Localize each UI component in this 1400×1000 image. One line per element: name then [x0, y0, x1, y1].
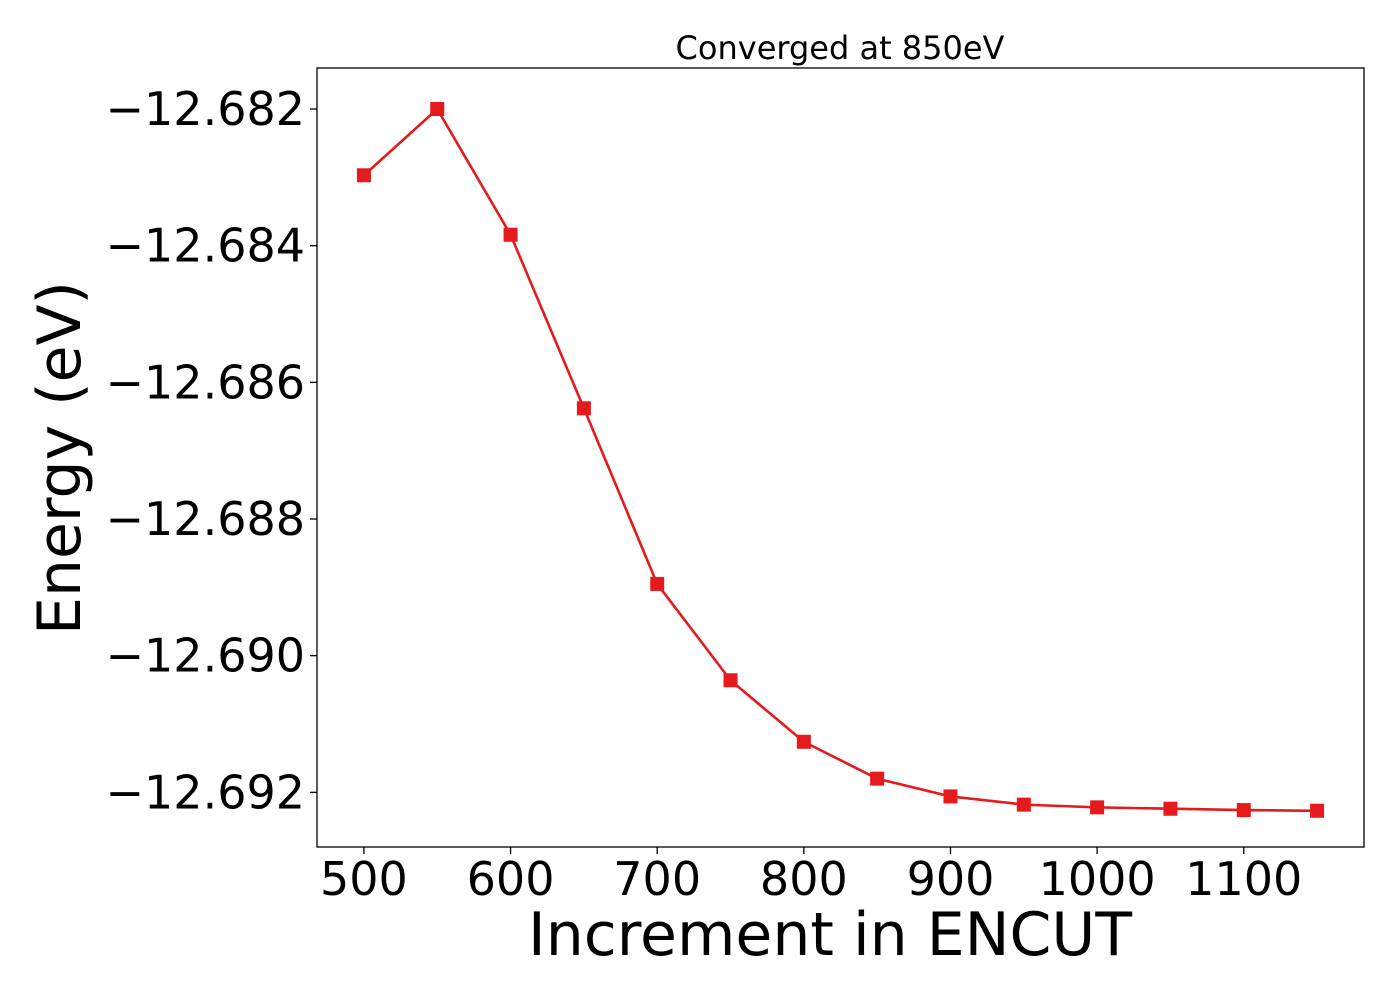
data-point-marker — [943, 789, 958, 804]
x-axis-ticks: 500 600 700 800 900 1000 1100 — [320, 847, 1302, 906]
series-layer — [356, 102, 1325, 818]
x-tick-label: 500 — [320, 852, 408, 906]
data-point-marker — [1090, 800, 1105, 815]
x-tick-label: 800 — [760, 852, 848, 906]
x-tick-label: 700 — [613, 852, 701, 906]
data-point-marker — [1163, 801, 1178, 816]
y-tick-label: −12.690 — [106, 629, 306, 683]
data-point-marker — [870, 771, 885, 786]
x-tick-label: 600 — [467, 852, 555, 906]
series-line — [363, 107, 1318, 813]
data-point-marker — [1016, 797, 1031, 812]
data-point-marker — [650, 576, 665, 591]
chart-title: Converged at 850eV — [676, 29, 1005, 67]
data-point-marker — [1236, 803, 1251, 818]
data-point-marker — [356, 168, 371, 183]
y-tick-label: −12.692 — [106, 765, 306, 819]
x-axis-label: Increment in ENCUT — [528, 900, 1132, 970]
data-point-marker — [796, 734, 811, 749]
data-point-marker — [1310, 803, 1325, 818]
y-tick-label: −12.688 — [106, 492, 306, 546]
x-tick-label: 1000 — [1039, 852, 1156, 906]
x-tick-label: 1100 — [1185, 852, 1302, 906]
y-axis-label: Energy (eV) — [25, 281, 95, 635]
y-axis-ticks: −12.682 −12.684 −12.686 −12.688 −12.690 −12.6… — [106, 82, 317, 819]
data-point-marker — [723, 673, 738, 688]
y-tick-label: −12.686 — [106, 355, 306, 409]
data-point-marker — [576, 401, 591, 416]
data-point-marker — [430, 102, 445, 116]
plot-frame — [316, 67, 1365, 848]
x-tick-label: 900 — [907, 852, 995, 906]
y-tick-label: −12.682 — [106, 82, 306, 136]
y-tick-label: −12.684 — [106, 219, 306, 273]
data-point-marker — [503, 227, 518, 242]
